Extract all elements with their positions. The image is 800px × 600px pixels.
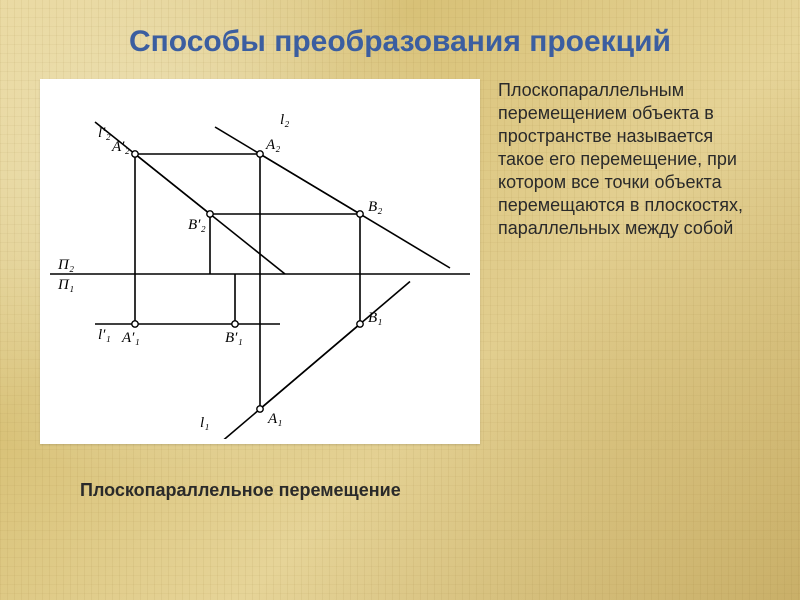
svg-text:l′₁: l′₁ <box>98 327 111 343</box>
projection-figure: A′₂ A₂ B′₂ B₂ A′₁ B′₁ B₁ A₁ l′₂ l₂ l′₁ l₁ П₂ П₁ <box>40 79 480 444</box>
definition-text: Плоскопараллельным перемещением объекта … <box>498 79 760 240</box>
svg-text:l₁: l₁ <box>200 415 209 431</box>
content-row: A′₂ A₂ B′₂ B₂ A′₁ B′₁ B₁ A₁ l′₂ l₂ l′₁ l₁ П₂ П₁ Плоск… <box>40 79 760 444</box>
svg-text:l₂: l₂ <box>280 112 289 128</box>
slide-title: Способы преобразования проекций <box>40 25 760 59</box>
svg-text:B′₁: B′₁ <box>225 330 243 346</box>
figure-svg: A′₂ A₂ B′₂ B₂ A′₁ B′₁ B₁ A₁ l′₂ l₂ l′₁ l₁ П₂ П₁ <box>40 79 480 439</box>
svg-text:B₂: B₂ <box>368 199 382 215</box>
figure-caption: Плоскопараллельное перемещение <box>80 480 760 501</box>
svg-text:A₂: A₂ <box>265 137 280 153</box>
svg-text:B′₂: B′₂ <box>188 217 206 233</box>
svg-text:A′₂: A′₂ <box>111 139 130 155</box>
svg-text:П₂: П₂ <box>57 257 74 273</box>
svg-text:l′₂: l′₂ <box>98 125 111 141</box>
svg-text:A′₁: A′₁ <box>121 330 140 346</box>
slide: Способы преобразования проекций A′₂ A₂ B′₂… <box>0 0 800 600</box>
svg-text:П₁: П₁ <box>57 277 74 293</box>
svg-text:B₁: B₁ <box>368 310 382 326</box>
svg-text:A₁: A₁ <box>267 411 282 427</box>
